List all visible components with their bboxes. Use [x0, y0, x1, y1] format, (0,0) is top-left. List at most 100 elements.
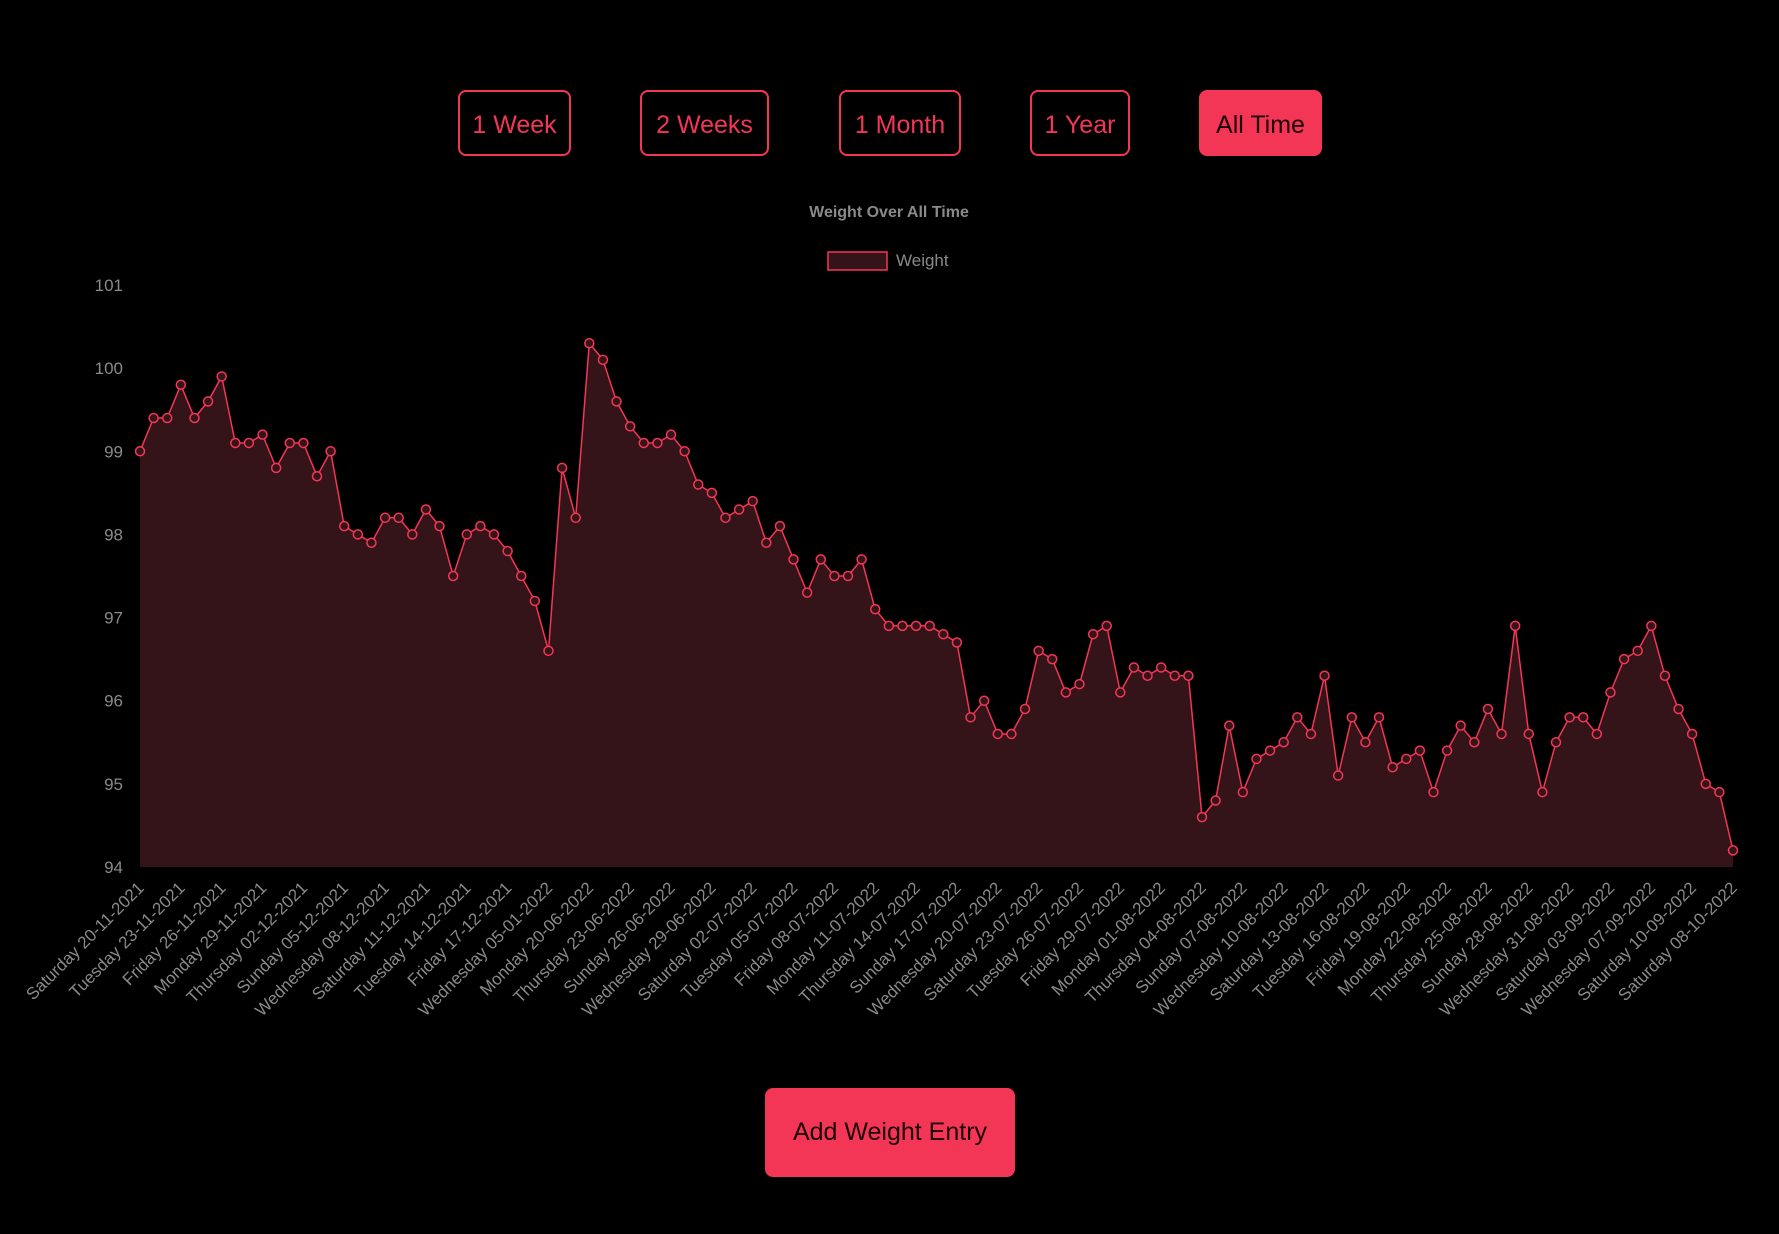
data-point[interactable]	[543, 645, 554, 657]
data-point[interactable]	[1373, 712, 1385, 723]
data-point[interactable]	[733, 504, 745, 515]
data-point[interactable]	[1441, 745, 1453, 756]
data-point[interactable]	[720, 512, 731, 524]
data-point[interactable]	[1428, 786, 1439, 798]
data-point[interactable]	[1673, 703, 1684, 715]
data-point[interactable]	[1169, 670, 1181, 682]
data-point[interactable]	[1074, 678, 1085, 690]
data-point[interactable]	[1006, 728, 1017, 740]
data-point[interactable]	[679, 446, 690, 457]
data-point[interactable]	[1155, 662, 1167, 673]
data-point[interactable]	[216, 371, 227, 382]
data-point[interactable]	[1714, 786, 1725, 798]
range-button-1-year[interactable]: 1 Year	[1030, 90, 1130, 156]
data-point[interactable]	[965, 712, 976, 723]
data-point[interactable]	[515, 570, 527, 582]
data-point[interactable]	[706, 487, 718, 499]
data-point[interactable]	[1183, 670, 1194, 682]
data-point[interactable]	[1509, 620, 1521, 632]
data-point[interactable]	[1523, 728, 1535, 740]
data-point[interactable]	[1455, 720, 1466, 731]
data-point[interactable]	[611, 396, 622, 407]
data-point[interactable]	[774, 520, 786, 532]
data-point[interactable]	[584, 337, 595, 349]
data-point[interactable]	[1360, 737, 1371, 748]
data-point[interactable]	[284, 437, 296, 449]
data-point[interactable]	[747, 495, 758, 507]
data-point[interactable]	[447, 570, 459, 582]
data-point[interactable]	[1237, 786, 1249, 798]
data-point[interactable]	[1128, 662, 1140, 673]
data-point[interactable]	[924, 620, 935, 632]
data-point[interactable]	[597, 354, 609, 366]
data-point[interactable]	[1223, 720, 1235, 731]
data-point[interactable]	[1332, 770, 1344, 781]
data-point[interactable]	[1659, 670, 1671, 682]
data-point[interactable]	[270, 462, 282, 474]
data-point[interactable]	[1387, 761, 1398, 773]
data-point[interactable]	[883, 620, 895, 632]
data-point[interactable]	[243, 437, 255, 449]
data-point[interactable]	[938, 628, 949, 640]
data-point[interactable]	[1278, 737, 1289, 748]
data-point[interactable]	[1101, 620, 1112, 632]
data-point[interactable]	[1400, 753, 1412, 765]
data-point[interactable]	[352, 529, 364, 540]
data-point[interactable]	[1264, 745, 1276, 756]
data-point[interactable]	[434, 520, 445, 532]
data-point[interactable]	[461, 529, 473, 540]
data-point[interactable]	[325, 446, 336, 457]
range-button-2-weeks[interactable]: 2 Weeks	[640, 90, 769, 156]
data-point[interactable]	[148, 412, 159, 424]
data-point[interactable]	[869, 604, 881, 615]
data-point[interactable]	[379, 512, 391, 524]
data-point[interactable]	[1305, 728, 1317, 740]
data-point[interactable]	[1632, 645, 1643, 657]
data-point[interactable]	[570, 512, 581, 524]
data-point[interactable]	[393, 512, 404, 524]
data-point[interactable]	[1142, 670, 1153, 682]
data-point[interactable]	[1251, 753, 1262, 765]
data-point[interactable]	[420, 504, 432, 515]
data-point[interactable]	[1686, 728, 1698, 740]
data-point[interactable]	[1482, 703, 1494, 715]
data-point[interactable]	[856, 554, 867, 565]
data-point[interactable]	[175, 379, 187, 391]
data-point[interactable]	[338, 520, 350, 532]
data-point[interactable]	[1019, 703, 1031, 715]
data-point[interactable]	[624, 421, 636, 432]
data-point[interactable]	[1577, 712, 1589, 723]
data-point[interactable]	[488, 529, 500, 540]
data-point[interactable]	[1033, 645, 1044, 657]
data-point[interactable]	[257, 429, 268, 440]
data-point[interactable]	[692, 479, 704, 490]
data-point[interactable]	[1469, 737, 1480, 748]
data-point[interactable]	[556, 462, 568, 474]
data-point[interactable]	[1646, 620, 1657, 632]
range-button-all-time[interactable]: All Time	[1199, 90, 1322, 156]
data-point[interactable]	[1618, 653, 1630, 665]
data-point[interactable]	[1115, 687, 1126, 698]
data-point[interactable]	[366, 537, 377, 548]
data-point[interactable]	[1496, 728, 1507, 740]
data-point[interactable]	[897, 620, 908, 632]
data-point[interactable]	[652, 437, 663, 449]
data-point[interactable]	[134, 446, 146, 457]
data-point[interactable]	[761, 537, 772, 548]
data-point[interactable]	[992, 728, 1004, 740]
data-point[interactable]	[475, 520, 486, 532]
data-point[interactable]	[978, 695, 990, 706]
data-point[interactable]	[298, 437, 309, 449]
range-button-1-week[interactable]: 1 Week	[458, 90, 571, 156]
data-point[interactable]	[1210, 795, 1221, 806]
data-point[interactable]	[1605, 687, 1616, 698]
data-point[interactable]	[788, 554, 799, 565]
data-point[interactable]	[1319, 670, 1330, 682]
data-point[interactable]	[842, 570, 854, 582]
data-point[interactable]	[815, 554, 827, 565]
data-point[interactable]	[1292, 712, 1303, 723]
data-point[interactable]	[1196, 811, 1208, 823]
data-point[interactable]	[189, 412, 200, 424]
data-point[interactable]	[407, 529, 418, 540]
data-point[interactable]	[1087, 628, 1099, 640]
